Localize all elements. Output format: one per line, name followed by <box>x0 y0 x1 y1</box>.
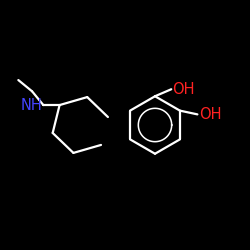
Text: OH: OH <box>199 107 221 122</box>
Text: NH: NH <box>21 98 43 112</box>
Text: OH: OH <box>172 82 195 97</box>
